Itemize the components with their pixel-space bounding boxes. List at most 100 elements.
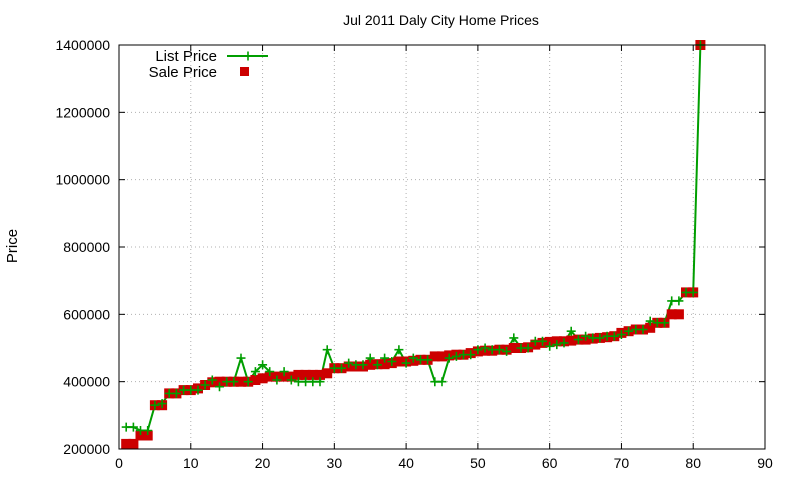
y-tick-label: 1200000 (55, 104, 110, 120)
sale-price-point (645, 322, 656, 333)
y-tick-label: 200000 (63, 441, 110, 457)
x-tick-label: 20 (255, 455, 271, 471)
list-price-point (423, 355, 433, 365)
x-tick-label: 40 (398, 455, 414, 471)
chart-title: Jul 2011 Daly City Home Prices (343, 12, 539, 28)
sale-price-point (437, 351, 447, 362)
legend: List Price Sale Price (149, 48, 268, 81)
grid-lines (119, 45, 765, 449)
x-tick-label: 80 (685, 455, 701, 471)
sale-price-point (300, 369, 311, 380)
sale-price-point (135, 430, 146, 441)
list-price-point (408, 353, 418, 363)
list-price-point (193, 385, 203, 395)
list-price-point (473, 345, 483, 355)
list-price-point (215, 382, 224, 392)
legend-marker-sale-price (240, 67, 249, 76)
list-price-point (229, 377, 239, 387)
sale-price-point (250, 375, 261, 385)
list-price-point (387, 357, 397, 366)
sale-price-point (279, 371, 290, 382)
list-price-point (380, 353, 390, 363)
sale-price-point (128, 438, 139, 449)
legend-label-sale-price: Sale Price (149, 64, 217, 81)
y-axis-label: Price (4, 229, 21, 263)
list-price-point (358, 360, 368, 370)
list-price-point (337, 363, 346, 373)
sale-price-point (673, 309, 684, 320)
list-price-point (265, 367, 275, 377)
list-price-point (616, 330, 626, 339)
legend-label-list-price: List Price (155, 48, 217, 65)
list-price-point (243, 377, 253, 387)
list-price-point (143, 426, 153, 435)
sale-price-point (322, 368, 333, 379)
plot-frame (118, 44, 766, 450)
list-price-point (595, 333, 605, 343)
list-price-point (573, 335, 583, 345)
list-price-point (171, 388, 181, 398)
list-price-line (126, 44, 702, 432)
list-price-point (660, 318, 669, 328)
list-price-point (523, 343, 533, 353)
x-tick-label: 90 (757, 455, 773, 471)
sale-price-point (429, 351, 440, 362)
list-price-point (502, 346, 512, 356)
list-price-point (279, 367, 289, 377)
axis-ticks: 0 10 20 30 40 50 60 70 80 90 200000 400000 600000 800… (55, 37, 773, 471)
y-tick-label: 400000 (63, 374, 110, 390)
series-layer (121, 40, 706, 449)
x-tick-label: 0 (115, 455, 123, 471)
sale-price-point (315, 369, 325, 380)
sale-price-point (142, 430, 153, 441)
list-price-point (624, 326, 634, 336)
list-price-point (566, 326, 576, 336)
x-tick-label: 10 (183, 455, 199, 471)
x-tick-label: 70 (614, 455, 630, 471)
list-price-point (444, 353, 454, 363)
sale-price-point (264, 371, 275, 382)
x-tick-label: 60 (542, 455, 558, 471)
list-price-point (372, 360, 382, 370)
list-price-point (688, 287, 698, 297)
list-price-point (150, 400, 160, 410)
list-price-point (272, 375, 282, 385)
sale-price-point (508, 343, 519, 353)
sale-price-point (393, 356, 404, 367)
list-price-point (480, 343, 490, 353)
sale-price-point (236, 376, 246, 387)
list-price-point (609, 331, 619, 341)
y-tick-label: 600000 (63, 306, 110, 322)
x-tick-label: 30 (327, 455, 343, 471)
sale-price-point (566, 335, 577, 346)
list-price-point (437, 377, 447, 387)
list-price-point (494, 345, 504, 355)
legend-marker-list-price (243, 51, 253, 61)
sale-price-point (293, 369, 304, 380)
sale-price-point (214, 376, 225, 387)
list-price-point (401, 358, 411, 368)
list-price-point (250, 367, 260, 377)
list-price-point (322, 345, 332, 355)
list-price-point (286, 375, 296, 385)
list-price-point (552, 340, 562, 350)
y-tick-label: 1400000 (55, 37, 110, 53)
list-price-point (466, 350, 476, 360)
list-price-point (645, 316, 655, 326)
list-price-point (207, 375, 217, 385)
list-price-point (315, 377, 325, 387)
sale-price-point (666, 309, 677, 320)
list-price-point (128, 422, 138, 432)
list-price-point (545, 341, 555, 351)
list-price-point (451, 351, 461, 361)
list-price-point (258, 360, 268, 370)
list-price-point (509, 333, 519, 343)
list-price-point (200, 380, 210, 390)
sale-price-point (307, 369, 318, 380)
list-price-point (559, 338, 569, 348)
list-price-point (581, 331, 591, 341)
sale-price-point (379, 359, 390, 370)
list-price-point (538, 336, 547, 346)
list-price-point (344, 358, 354, 368)
